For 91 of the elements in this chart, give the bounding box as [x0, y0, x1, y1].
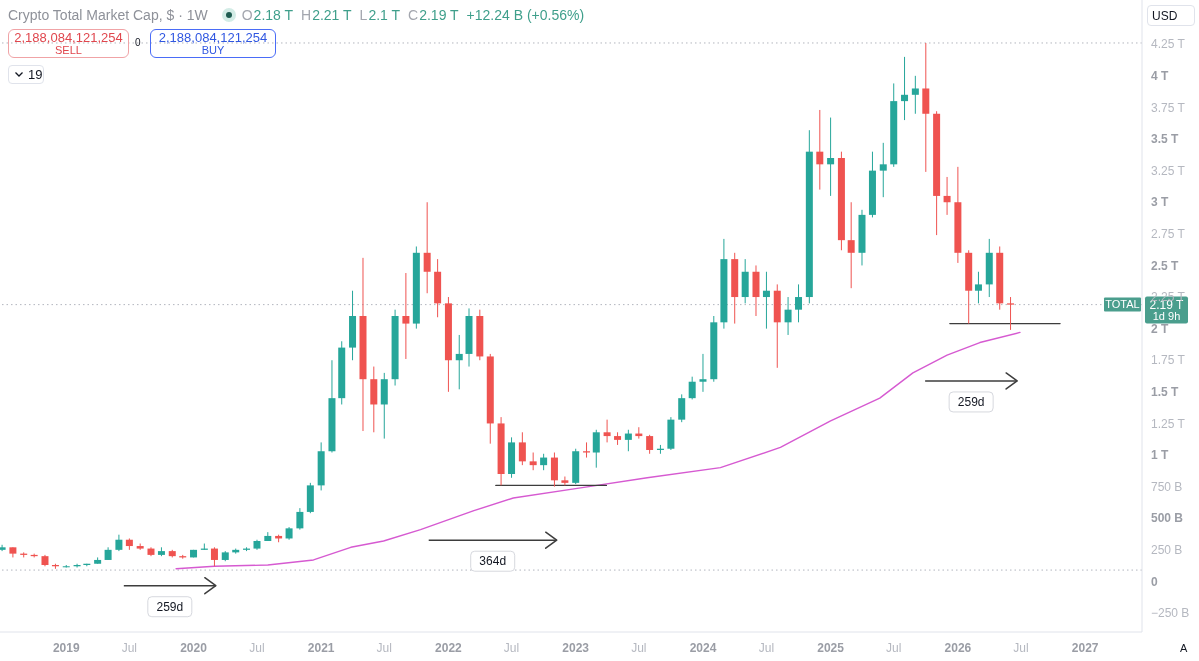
y-tick-label: 4 T — [1151, 69, 1170, 84]
y-tick-label: 2 T — [1151, 321, 1170, 336]
x-tick-label: Jul — [503, 641, 520, 656]
sell-button: 2,188,084,121,254 SELL — [8, 29, 129, 58]
candlestick — [603, 419, 611, 443]
annotation: 2.1 T — [368, 6, 401, 24]
y-tick-label: −250 B — [1151, 606, 1190, 621]
x-tick-label: 2021 — [307, 641, 335, 656]
candlestick — [678, 393, 686, 423]
y-tick-label: 0 — [1151, 574, 1158, 589]
candlestick — [901, 56, 909, 121]
candlestick — [423, 201, 431, 294]
candlestick — [847, 201, 855, 289]
candlestick — [646, 434, 654, 455]
text: 1d 9h — [1152, 310, 1181, 323]
x-tick-label: Jul — [758, 641, 775, 656]
text: A — [1180, 641, 1188, 655]
x-tick-label: 2024 — [689, 641, 717, 656]
x-tick-label: Jul — [121, 641, 138, 656]
y-tick-label: 3.5 T — [1151, 132, 1180, 147]
candlestick — [688, 376, 696, 400]
x-tick-label: Jul — [1013, 641, 1029, 656]
x-tick-label: 2025 — [817, 641, 845, 656]
annotation: 2.18 T — [253, 6, 294, 24]
candlestick — [816, 109, 824, 191]
x-tick-label: 2023 — [562, 641, 590, 656]
y-tick-label: 750 B — [1151, 479, 1183, 494]
currency-button: USD — [1147, 5, 1195, 26]
candlestick — [583, 441, 591, 459]
annotation: 0 — [135, 36, 141, 50]
candlestick — [296, 507, 304, 531]
y-tick-label: 500 B — [1151, 511, 1184, 526]
candlestick — [699, 353, 707, 393]
candlestick — [911, 75, 919, 115]
text: Crypto Total Market Cap, $ · 1W — [8, 6, 208, 24]
candlestick — [455, 334, 463, 390]
annotation: 2.21 T — [312, 6, 352, 24]
annotation: BUY — [200, 44, 226, 57]
annotation: C — [408, 6, 419, 24]
candlestick — [210, 546, 218, 567]
buy-button: 2,188,084,121,254 BUY — [150, 29, 276, 58]
x-tick-label: 2019 — [52, 641, 80, 656]
candlestick — [624, 429, 632, 452]
candlestick — [561, 476, 569, 486]
candlestick — [879, 142, 887, 198]
annotation: 364d — [479, 554, 507, 569]
y-tick-label: 1 T — [1151, 448, 1170, 463]
annotation: 2,188,084,121,254 — [157, 30, 269, 45]
annotation: 259d — [156, 599, 184, 614]
candlestick — [943, 176, 951, 216]
annotation: L — [359, 6, 368, 24]
annotation: H — [301, 6, 312, 24]
y-tick-label: 4.25 T — [1151, 37, 1186, 52]
y-tick-label: 1.25 T — [1151, 416, 1186, 431]
candlestick — [974, 271, 982, 304]
annotation: 19 — [28, 67, 43, 82]
x-tick-label: Jul — [886, 641, 902, 656]
candlestick — [592, 429, 600, 469]
annotation: 2.19 T — [419, 6, 459, 24]
y-tick-label: 250 B — [1151, 543, 1183, 558]
x-tick-label: Jul — [631, 641, 647, 656]
annotation: 259d — [957, 395, 985, 410]
collapse-button: 19 — [8, 65, 44, 84]
x-tick-label: 2020 — [180, 641, 208, 656]
x-tick-label: Jul — [249, 641, 265, 656]
candlestick — [518, 431, 526, 466]
y-tick-label: 2.75 T — [1151, 227, 1186, 242]
annotation: SELL — [54, 44, 83, 57]
line-series — [175, 331, 1021, 570]
x-tick-label: 2026 — [944, 641, 972, 656]
candlestick — [784, 296, 792, 336]
x-tick-label: Jul — [376, 641, 392, 656]
y-tick-label: 2.5 T — [1151, 258, 1180, 273]
ref-line-label: TOTAL — [1105, 298, 1140, 311]
annotation: 2,188,084,121,254 — [13, 30, 124, 45]
x-tick-label: 2027 — [1071, 641, 1099, 656]
y-tick-label: 1.75 T — [1151, 353, 1186, 368]
candlestick — [1007, 296, 1015, 331]
y-tick-label: 1.5 T — [1151, 385, 1180, 400]
annotation: O — [241, 6, 253, 24]
x-tick-label: 2022 — [435, 641, 463, 656]
candlestick — [827, 117, 835, 197]
y-tick-label: 3 T — [1151, 195, 1170, 210]
candlestick — [550, 452, 558, 488]
annotation: +12.24 B (+0.56%) — [466, 6, 585, 24]
candlestick — [0, 544, 6, 552]
candlestick — [762, 271, 770, 330]
candlestick — [402, 272, 410, 360]
y-tick-label: 3.75 T — [1151, 100, 1186, 115]
candlestick — [795, 283, 803, 323]
y-tick-label: 3.25 T — [1151, 163, 1186, 178]
